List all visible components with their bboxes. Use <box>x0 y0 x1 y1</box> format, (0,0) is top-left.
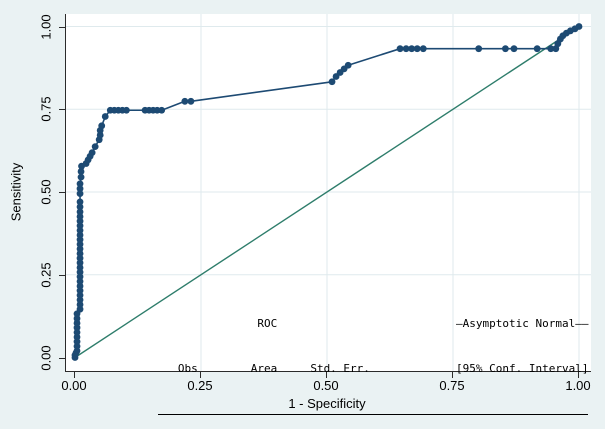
roc-data-point <box>76 208 84 216</box>
x-axis-tick-label: 1.00 <box>565 378 591 393</box>
stats-header-row-2: Obs Area Std. Err. [95% Conf. Interval] <box>158 362 589 375</box>
x-axis-tick <box>452 372 453 378</box>
reference-line <box>74 25 580 359</box>
x-axis-tick <box>200 372 201 378</box>
plot-area <box>65 14 591 372</box>
roc-data-point <box>76 190 84 198</box>
x-axis-title: 1 - Specificity <box>288 396 366 411</box>
roc-data-point <box>419 45 427 53</box>
roc-data-point <box>181 97 189 105</box>
roc-data-point <box>575 23 583 30</box>
y-axis-tick-label: 0.00 <box>38 344 54 371</box>
roc-data-point <box>408 45 416 53</box>
y-axis-title: Sensitivity <box>8 162 24 222</box>
roc-data-point <box>396 45 404 53</box>
y-axis-tick <box>59 109 65 111</box>
roc-data-point <box>76 198 84 206</box>
roc-data-point <box>187 97 195 105</box>
roc-data-point <box>158 106 166 114</box>
y-axis-tick-label: 0.50 <box>38 179 54 205</box>
x-axis-tick <box>578 372 579 378</box>
roc-data-point <box>76 203 84 211</box>
roc-data-point <box>502 45 509 53</box>
roc-data-point <box>98 122 106 130</box>
roc-data-point <box>76 185 84 193</box>
roc-data-point <box>88 149 96 157</box>
x-axis-tick <box>74 372 75 378</box>
y-axis-tick-label: 0.25 <box>38 262 54 288</box>
y-axis-tick <box>59 26 65 28</box>
roc-data-point <box>413 45 421 53</box>
roc-data-point <box>328 78 336 86</box>
x-axis-tick-label: 0.00 <box>61 378 87 393</box>
stats-header-row-1: ROC —Asymptotic Normal—— <box>158 317 589 330</box>
y-axis-tick <box>59 274 65 276</box>
roc-stats-table: ROC —Asymptotic Normal—— Obs Area Std. E… <box>158 286 588 429</box>
roc-data-point <box>101 113 109 120</box>
roc-data-point <box>77 173 85 181</box>
roc-data-point <box>402 45 410 53</box>
stats-table-rule <box>158 414 589 415</box>
roc-data-point <box>547 45 555 53</box>
x-axis-tick-label: 0.25 <box>187 378 213 393</box>
roc-data-point <box>123 106 130 114</box>
roc-data-point <box>533 45 541 53</box>
x-axis-tick-label: 0.75 <box>439 378 465 393</box>
roc-data-point <box>76 180 84 188</box>
roc-data-point <box>510 45 518 53</box>
x-axis-tick <box>326 372 327 378</box>
roc-data-point <box>91 143 99 151</box>
roc-data-point <box>475 45 483 53</box>
roc-plot-svg <box>66 14 591 371</box>
y-axis-tick-label: 0.75 <box>38 96 54 122</box>
x-axis-tick-label: 0.50 <box>313 378 339 393</box>
y-axis-tick <box>59 357 65 359</box>
y-axis-tick-label: 1.00 <box>38 13 54 40</box>
y-axis-tick <box>59 192 65 193</box>
roc-data-point <box>344 61 352 69</box>
roc-data-point <box>77 168 85 175</box>
